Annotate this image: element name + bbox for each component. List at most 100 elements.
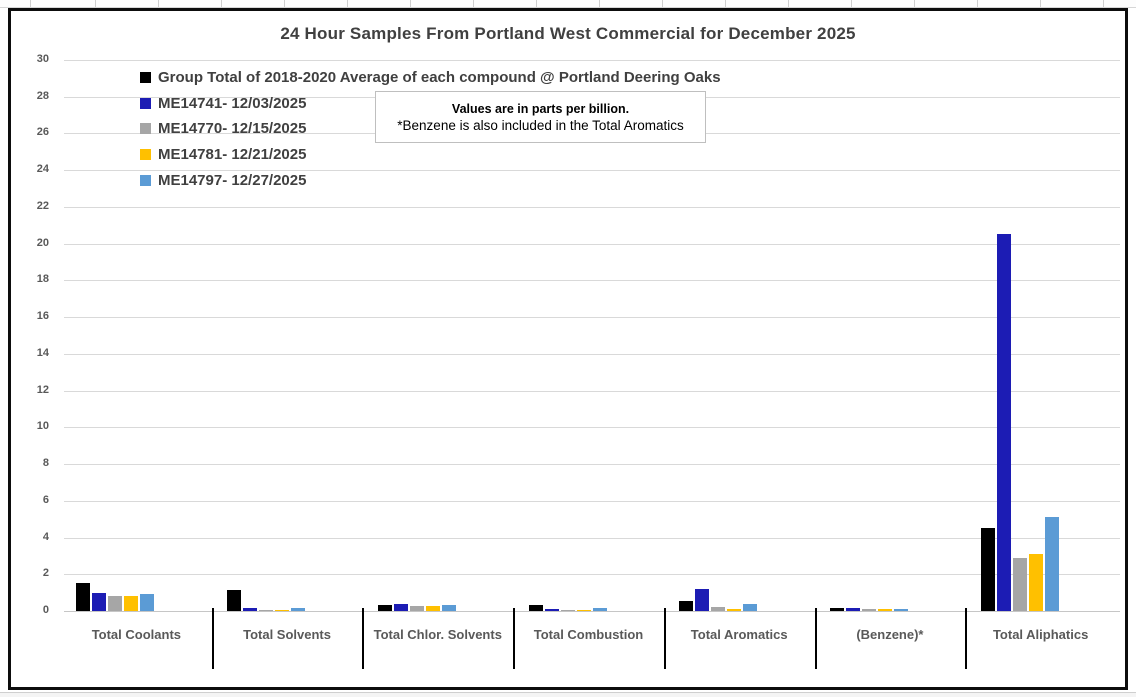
y-axis-tick-label: 24 [36,163,49,176]
y-axis-tick-label: 10 [36,420,49,433]
gridline [64,243,1120,245]
annotation-units-note: Values are in parts per billion. [451,101,630,116]
bar-me14741--benzene-[interactable] [845,608,860,611]
bar-group-t-total-solvents[interactable] [227,589,242,611]
y-axis-tick-label: 30 [36,53,49,65]
annotation-benzene-note: *Benzene is also included in the Total A… [397,117,684,133]
bar-me14741-total-combustion[interactable] [544,609,559,611]
y-axis-tick-label: 8 [42,457,49,470]
bar-me14770--benzene-[interactable] [861,609,876,611]
gridline [64,427,1120,429]
spreadsheet-row-top [0,0,1136,8]
spreadsheet-row-bottom [0,690,1136,697]
bar-me14781-total-combustion[interactable] [576,610,591,611]
y-axis-tick-label: 28 [36,89,49,102]
bar-group-t-total-aliphatics[interactable] [980,528,995,611]
gridline [64,390,1120,392]
bar-me14781-total-aromatics[interactable] [727,609,742,611]
y-axis-tick-label: 12 [36,383,49,396]
bar-me14770-total-aliphatics[interactable] [1012,557,1027,611]
y-axis-tick-label: 26 [36,126,49,139]
bar-me14781-total-solvents[interactable] [275,609,290,611]
category-separator [513,608,516,669]
y-axis-tick-label: 18 [36,273,49,286]
category-label: Total Aromatics [690,627,788,642]
category-label: Total Aliphatics [992,627,1089,642]
gridline [64,60,1120,61]
y-axis-tick-label: 4 [42,530,49,543]
bar-me14741-total-aliphatics[interactable] [996,234,1011,611]
bar-me14770-total-solvents[interactable] [259,609,274,611]
bar-me14781-total-coolants[interactable] [124,596,139,611]
category-separator [663,608,666,669]
bar-me14741-total-coolants[interactable] [92,592,107,611]
bar-me14797-total-solvents[interactable] [291,608,306,611]
bar-me14770-total-chlor-solvents[interactable] [409,606,424,611]
y-axis-tick-label: 16 [36,310,49,323]
category-separator [814,608,817,669]
chart-title: 24 Hour Samples From Portland West Comme… [280,24,856,43]
gridline [64,280,1120,282]
gridline [64,464,1120,466]
legend: Group Total of 2018-2020 Average of each… [140,65,721,193]
bar-me14797-total-combustion[interactable] [592,608,607,611]
bar-group-t-total-coolants[interactable] [76,583,91,611]
bar-me14741-total-aromatics[interactable] [695,588,710,611]
category-separator [965,608,968,669]
legend-item[interactable]: Group Total of 2018-2020 Average of each… [140,65,721,91]
legend-color-swatch-icon [140,174,151,186]
bar-me14741-total-chlor-solvents[interactable] [393,603,408,611]
category-separator [211,608,214,669]
category-separator [362,608,365,669]
bar-group-t-total-chlor-solvents[interactable] [377,604,392,611]
legend-item[interactable]: ME14781- 12/21/2025 [140,142,721,168]
y-axis-tick-label: 20 [36,236,49,249]
gridline [64,353,1120,355]
y-axis-tick-label: 6 [42,493,49,506]
category-label: Total Chlor. Solvents [373,627,502,642]
legend-color-swatch-icon [140,97,151,109]
bar-me14797-total-aliphatics[interactable] [1044,517,1059,611]
bar-me14770-total-coolants[interactable] [108,596,123,611]
bar-group-t-total-combustion[interactable] [528,605,543,611]
gridline [64,537,1120,539]
category-label: Total Combustion [533,627,644,642]
bar-me14797-total-aromatics[interactable] [743,603,758,611]
x-axis-line [64,611,1120,612]
category-label: Total Coolants [91,627,181,642]
gridline [64,317,1120,319]
legend-color-swatch-icon [140,123,151,135]
gridline [64,170,1120,172]
legend-label: ME14781- 12/21/2025 [158,146,307,164]
chart-object[interactable]: 24 Hour Samples From Portland West Comme… [8,8,1128,690]
bar-me14797-total-chlor-solvents[interactable] [441,605,456,611]
category-label: Total Solvents [243,627,331,642]
legend-color-swatch-icon [140,72,151,84]
gridline [64,500,1120,502]
annotation-box[interactable]: Values are in parts per billion. *Benzen… [375,91,706,143]
bar-me14770-total-combustion[interactable] [560,610,575,611]
legend-item[interactable]: ME14770- 12/15/2025 [140,116,721,142]
legend-label: ME14770- 12/15/2025 [158,120,307,138]
legend-label: ME14797- 12/27/2025 [158,171,307,189]
legend-label: Group Total of 2018-2020 Average of each… [158,69,721,87]
y-axis-tick-label: 2 [42,567,49,580]
bar-me14770-total-aromatics[interactable] [711,607,726,611]
y-axis-tick-label: 14 [36,346,49,359]
legend-item[interactable]: ME14741- 12/03/2025 [140,91,721,117]
bar-group-t--benzene-[interactable] [829,608,844,611]
bar-group-t-total-aromatics[interactable] [679,600,694,611]
bar-me14797--benzene-[interactable] [893,608,908,611]
gridline [64,574,1120,576]
legend-item[interactable]: ME14797- 12/27/2025 [140,167,721,193]
gridline [64,206,1120,208]
y-axis-tick-label: 0 [42,604,49,616]
bar-me14781-total-chlor-solvents[interactable] [425,606,440,611]
bar-me14781-total-aliphatics[interactable] [1028,554,1043,611]
bar-me14741-total-solvents[interactable] [243,608,258,611]
bar-me14797-total-coolants[interactable] [140,594,155,611]
legend-label: ME14741- 12/03/2025 [158,94,307,112]
category-label: (Benzene)* [856,627,924,642]
legend-color-swatch-icon [140,149,151,161]
bar-me14781--benzene-[interactable] [877,609,892,611]
